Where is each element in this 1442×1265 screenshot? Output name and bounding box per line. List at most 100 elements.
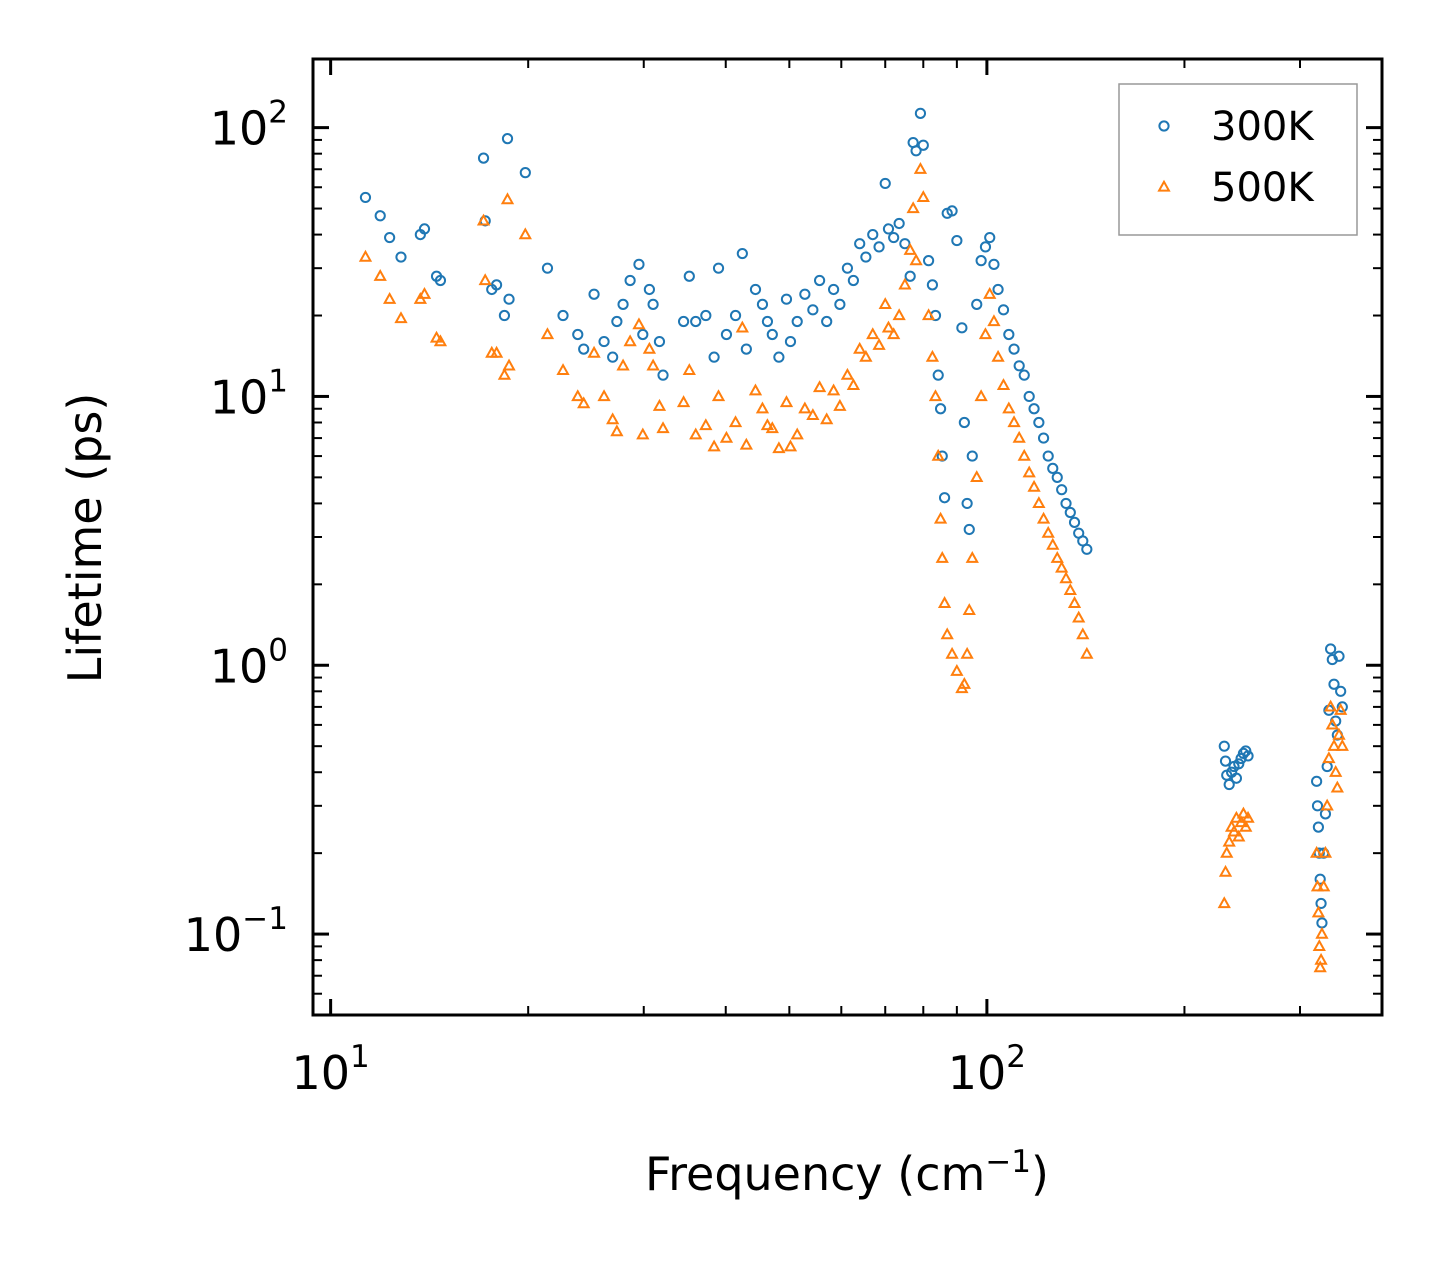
data-point [572, 328, 584, 341]
data-point [1332, 727, 1346, 740]
data-point [761, 315, 774, 328]
data-point [916, 190, 930, 203]
data-point [434, 274, 447, 287]
data-point [497, 367, 512, 380]
data-point [1007, 415, 1021, 428]
data-point [1325, 717, 1339, 730]
legend-label-300K: 300K [1211, 104, 1315, 150]
data-point [719, 430, 734, 443]
data-point [1239, 819, 1253, 832]
data-point [394, 311, 408, 324]
data-point [1218, 864, 1233, 877]
data-point [1068, 516, 1081, 528]
x-axis-title: Frequency (cm−1) [645, 1144, 1049, 1201]
data-point [765, 421, 779, 434]
data-point [700, 309, 712, 322]
data-point [780, 293, 793, 305]
data-point [946, 205, 958, 217]
data-point [906, 201, 920, 214]
data-point [935, 551, 949, 563]
data-point [1322, 751, 1336, 764]
data-point [1063, 583, 1077, 595]
data-point [1311, 775, 1323, 787]
data-point [1041, 525, 1055, 538]
data-point [1241, 810, 1255, 823]
data-point [1309, 845, 1324, 858]
data-point [418, 223, 431, 235]
data-point [1314, 952, 1328, 965]
data-point [799, 288, 811, 300]
data-point [597, 389, 611, 402]
data-point [676, 395, 691, 408]
data-point [940, 627, 954, 640]
data-point [490, 279, 503, 291]
data-point [1022, 465, 1036, 478]
data-point [502, 358, 516, 371]
data-point [1232, 829, 1246, 842]
data-point [577, 396, 591, 409]
data-point [489, 345, 504, 358]
ticks-layer [313, 59, 1383, 1016]
data-point [867, 228, 879, 241]
data-point [1012, 430, 1026, 443]
data-point [853, 341, 867, 354]
data-point [933, 511, 948, 524]
data-point [1329, 764, 1343, 777]
tick-labels-layer: 101 102 10−1 100 101 102 [184, 95, 1026, 1100]
data-point [1072, 610, 1086, 623]
data-point [1236, 806, 1251, 819]
data-point [756, 298, 769, 310]
data-point [784, 335, 797, 348]
data-point [720, 328, 733, 341]
data-point [812, 380, 827, 393]
data-point [1310, 879, 1325, 892]
data-point [922, 255, 935, 267]
data-point [873, 241, 885, 253]
data-point [987, 314, 1001, 327]
data-point [690, 315, 702, 328]
data-point [728, 415, 743, 428]
data-point [978, 327, 993, 340]
data-point [1218, 740, 1230, 752]
data-point [966, 450, 978, 462]
data-point [909, 253, 923, 266]
data-point [958, 416, 970, 429]
data-point [1219, 755, 1232, 767]
data-point [711, 389, 726, 402]
data-point [729, 309, 742, 322]
data-point [1316, 917, 1328, 929]
data-point [938, 492, 951, 504]
data-point [1312, 939, 1326, 952]
data-point [541, 262, 554, 274]
data-point [500, 192, 515, 205]
data-point [689, 427, 703, 440]
data-point [970, 470, 984, 483]
legend-marker-500K [1157, 179, 1171, 192]
data-point [951, 234, 963, 247]
data-point [647, 298, 659, 310]
data-point [1318, 845, 1333, 858]
data-point [983, 286, 997, 299]
data-point [813, 274, 826, 287]
data-point [859, 349, 873, 362]
data-point [1018, 369, 1030, 381]
data-point [1242, 750, 1254, 762]
data-point [766, 328, 778, 341]
data-point [578, 343, 590, 355]
data-point [806, 408, 820, 421]
data-point [957, 676, 972, 689]
data-point [921, 308, 936, 321]
data-point [1233, 758, 1245, 770]
data-point [974, 389, 988, 402]
data-point [616, 358, 630, 371]
data-point [992, 283, 1004, 296]
data-point [1002, 401, 1016, 414]
data-point [755, 401, 770, 414]
data-point [917, 139, 929, 151]
data-point [1080, 646, 1094, 659]
data-point [652, 398, 667, 411]
data-point [610, 424, 624, 437]
data-point [587, 345, 601, 358]
data-point [834, 298, 846, 310]
data-point [833, 398, 847, 411]
